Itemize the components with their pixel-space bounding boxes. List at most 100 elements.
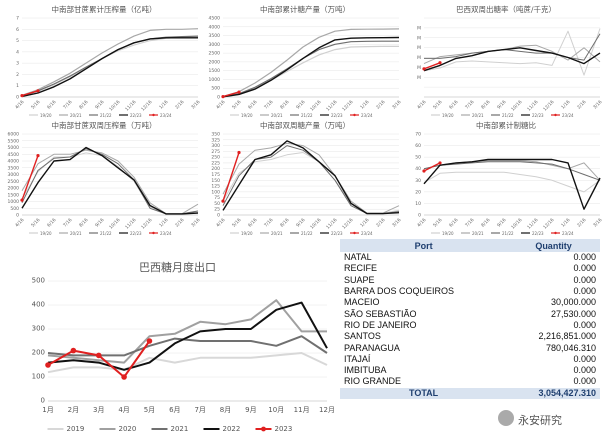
series-line-2019 [47,352,328,374]
data-point [36,154,40,158]
legend-label: 23/24 [361,113,373,118]
legend-marker [261,426,266,432]
y-tick-label: 250 [211,155,220,161]
x-tick-label: 9/16 [496,99,507,110]
series-line-2020 [47,299,327,364]
y-tick-label: 5500 [8,138,20,144]
port-name: RIO DE JANEIRO [344,319,417,330]
data-point [146,338,153,344]
data-point [422,169,426,173]
y-tick-label: 350 [211,132,220,138]
legend-label: 20/21 [271,113,283,118]
legend-marker [152,231,155,235]
y-tick-label: M [417,75,421,81]
y-tick-label: 2500 [209,51,221,57]
chart-title: 中南部甘蔗累计压榨量（亿吨） [52,4,157,14]
x-tick-label: 10/16 [309,99,323,113]
series-line-20-21 [222,142,400,214]
x-tick-label: 10月 [268,406,284,414]
legend-label: 21/22 [502,231,514,236]
legend-label: 23/24 [160,231,172,236]
x-tick-label: 11/16 [325,217,339,231]
y-tick-label: 1000 [209,77,221,83]
header-port: Port [340,239,508,252]
port-name: RIO GRANDE [344,376,402,387]
x-tick-label: 3/16 [391,217,402,228]
port-name: PARANAGUA [344,342,400,353]
x-tick-label: 3/16 [190,99,201,110]
x-tick-label: 10/16 [108,99,122,113]
data-point [438,161,442,165]
y-tick-label: 60 [415,143,421,149]
x-tick-label: 1/16 [158,99,169,110]
x-tick-label: 8/16 [279,99,290,110]
port-name: SANTOS [344,331,381,342]
x-tick-label: 6/16 [247,217,258,228]
legend-label: 2022 [223,425,241,433]
series-line-23-24 [21,90,39,97]
port-name: NATAL [344,252,372,263]
x-tick-label: 7/16 [464,217,475,228]
legend-label: 23/24 [562,231,574,236]
legend-label: 2020 [119,425,137,433]
chart-sugar-yield-biweekly: 巴西双周出糖率（吨蔗/千克） M M M M M M 4/16 5/16 6/16 7/16 8/16… [406,2,606,122]
y-tick-label: 325 [211,137,220,143]
y-tick-label: 4500 [8,152,20,158]
x-tick-label: 10/16 [309,217,323,231]
y-tick-label: 0 [217,95,220,101]
x-tick-label: 2/16 [576,99,587,110]
series-line-19-20 [21,36,198,97]
series-line-23-24 [222,152,240,202]
chart-sugar-output-cumulative: 中南部累计糖产量（万吨） 0 500 1000 1500 2000 2500 3000 3500… [205,2,405,122]
legend-label: 21/22 [502,113,514,118]
series-line-21-22 [21,35,199,97]
port-name: ITAJAÍ [344,353,371,364]
x-tick-label: 6/16 [247,99,258,110]
y-tick-label: 2000 [209,59,221,65]
x-tick-label: 4/16 [215,99,226,110]
series-line-23-24 [423,162,441,172]
x-tick-label: 10/16 [510,217,524,231]
x-tick-label: 12月 [319,406,335,414]
y-tick-label: 1500 [209,68,221,74]
y-tick-label: 2500 [8,179,20,185]
x-tick-label: 11/16 [124,99,138,113]
port-name: RECIFE [344,263,378,274]
x-tick-label: 9/16 [295,217,306,228]
x-tick-label: 5/16 [432,99,443,110]
x-tick-label: 8/16 [78,217,89,228]
x-tick-label: 10/16 [108,217,122,231]
x-tick-label: 8月 [220,406,231,414]
data-point [20,94,24,98]
x-tick-label: 3月 [93,406,104,414]
y-tick-label: M [417,25,421,31]
port-name: MACEIO [344,297,380,308]
x-tick-label: 6/16 [448,99,459,110]
port-quantity: 0.000 [573,365,596,376]
x-tick-label: 2月 [68,406,79,414]
data-point [121,374,127,380]
series-line-22-23 [222,36,400,98]
x-tick-label: 11/16 [526,217,540,231]
x-tick-label: 2/16 [375,217,386,228]
table-row: RIO DE JANEIRO 0.000 [340,320,600,331]
y-tick-label: 3500 [209,33,221,39]
y-tick-label: 2000 [8,186,20,192]
legend-label: 19/20 [442,113,454,118]
x-tick-label: 12/16 [140,217,154,231]
legend-label: 2023 [275,425,293,433]
legend-label: 19/20 [40,231,52,236]
table-total-row: TOTAL 3,054,427.310 [340,387,600,399]
total-value: 3,054,427.310 [507,387,600,399]
y-tick-label: 1000 [8,199,20,205]
chart-title: 巴西糖月度出口 [139,260,216,274]
y-tick-label: 225 [211,160,220,166]
y-tick-label: 400 [32,301,45,309]
x-tick-label: 6/16 [46,217,57,228]
chart-sugar-output-biweekly: 中南部双周糖产量（万吨） 0 25 50 75 100 125 150 175 200 225 250… [205,118,405,240]
x-tick-label: 11/16 [124,217,138,231]
chart-title: 中南部双周糖产量（万吨） [260,120,350,130]
x-tick-label: 10/16 [510,99,524,113]
legend-label: 19/20 [241,113,253,118]
legend-label: 2021 [171,425,189,433]
